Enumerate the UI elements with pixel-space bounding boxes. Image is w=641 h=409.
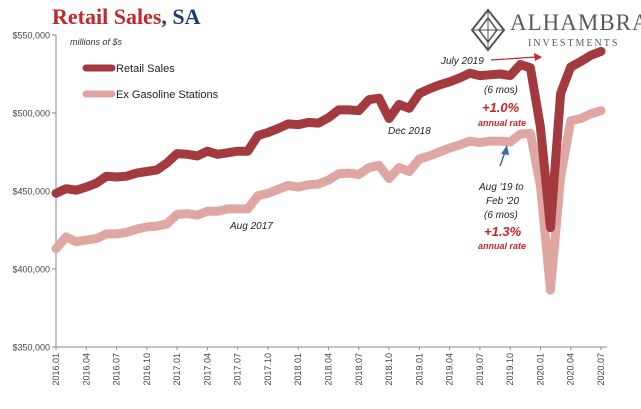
x-tick-label: 2019.04 [445,353,455,386]
annotation-july-2019: July 2019 [440,56,484,67]
title-suffix-text: , SA [161,4,201,29]
red-arrow-head-icon [534,53,542,61]
annotation-aug19-line1: Aug '19 to [478,182,524,193]
x-tick-label: 2020.04 [566,353,576,386]
x-tick-label: 2016.04 [81,353,91,386]
x-tick-label: 2017.01 [172,353,182,386]
y-tick-label: $400,000 [12,265,50,275]
x-tick-label: 2017.10 [263,353,273,386]
x-tick-label: 2018.10 [384,353,394,386]
series-line-ex-gasoline [51,106,606,295]
logo-subtitle: INVESTMENTS [528,38,620,49]
x-tick-label: 2016.10 [142,353,152,386]
x-tick-label: 2017.07 [233,353,243,386]
logo-name: ALHAMBRA [510,10,641,35]
x-tick-label: 2019.01 [414,353,424,386]
x-tick-label: 2016.07 [112,353,122,386]
annotation-6mos-b: (6 mos) [484,210,518,221]
annotation-aug19-line2: Feb '20 [486,196,519,207]
x-tick-label: 2017.04 [202,353,212,386]
alhambra-logo: ALHAMBRA INVESTMENTS [466,6,641,54]
chart-title: Retail Sales, SA [52,4,201,30]
legend-label: Retail Sales [116,63,175,75]
red-arrow-line [490,56,537,61]
y-tick-label: $450,000 [12,187,50,197]
x-tick-label: 2020.07 [596,353,606,386]
annotation-annual-rate-a: annual rate [478,118,526,128]
annotation-6mos-a: (6 mos) [484,85,518,96]
annotation-annual-rate-b: annual rate [478,241,526,251]
x-tick-label: 2018.01 [293,353,303,386]
y-tick-label: $350,000 [12,343,50,353]
legend-label: Ex Gasoline Stations [116,89,219,101]
annotation-pct-b: +1.3% [484,224,522,239]
units-label: millions of $s [70,37,123,47]
diamond-logo-icon [470,8,506,52]
x-tick-label: 2016.01 [51,353,61,386]
y-tick-label: $500,000 [12,109,50,119]
annotation-aug-2017: Aug 2017 [229,221,273,232]
x-tick-label: 2018.07 [354,353,364,386]
x-tick-label: 2019.07 [475,353,485,386]
annotation-dec-2018: Dec 2018 [388,126,431,137]
annotation-pct-a: +1.0% [482,100,520,115]
series-line-retail-sales [51,46,606,233]
blue-arrow-head-icon [501,145,509,155]
x-tick-label: 2020.01 [535,353,545,386]
y-tick-label: $550,000 [12,31,50,41]
x-tick-label: 2019.10 [505,353,515,386]
title-main-text: Retail Sales [52,4,162,29]
x-tick-label: 2018.04 [324,353,334,386]
